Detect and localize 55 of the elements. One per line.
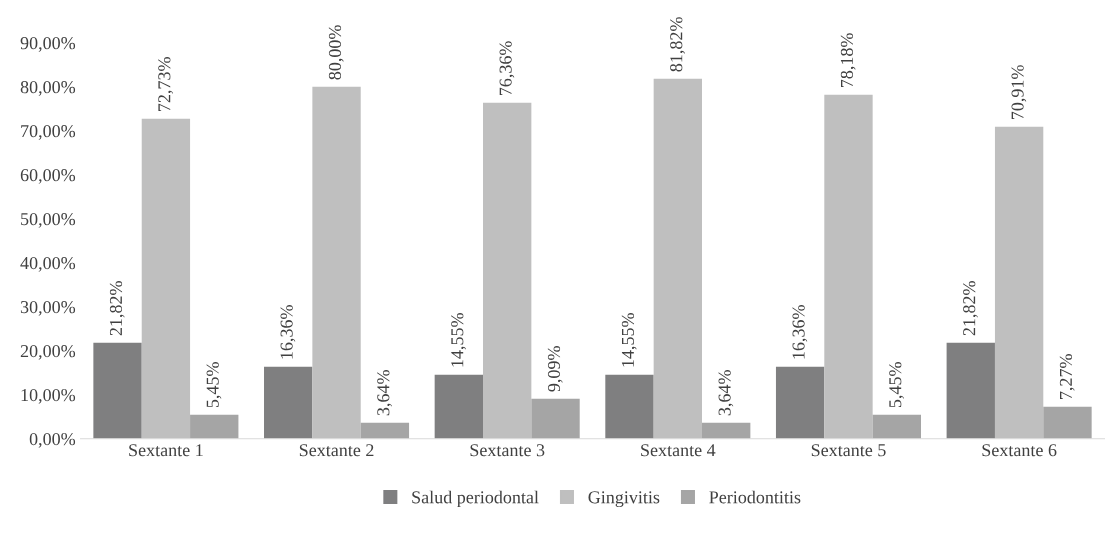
data-label: 81,82% <box>670 17 685 72</box>
bar <box>994 126 1044 439</box>
data-label: 9,09% <box>547 346 563 392</box>
legend-label: Gingivitis <box>588 491 660 508</box>
data-label: 14,55% <box>621 313 637 367</box>
x-tick-label: Sextante 4 <box>641 444 716 457</box>
y-tick-label: 90,00% <box>20 37 76 52</box>
data-label: 70,91% <box>1011 65 1027 119</box>
x-tick-label: Sextante 2 <box>299 444 374 457</box>
bar <box>141 118 191 439</box>
data-label: 5,45% <box>206 362 222 408</box>
bar <box>360 422 410 439</box>
data-label: 72,73% <box>158 57 174 111</box>
data-label: 78,18% <box>840 33 856 88</box>
data-label: 21,82% <box>963 281 978 336</box>
bar <box>946 342 995 439</box>
y-tick-label: 80,00% <box>20 81 76 96</box>
bar <box>312 86 361 439</box>
bar <box>434 374 484 439</box>
x-tick-label: Sextante 3 <box>470 444 545 457</box>
bar <box>190 414 239 439</box>
legend-label: Salud periodontal <box>412 490 539 508</box>
data-label: 76,36% <box>499 41 515 96</box>
bar <box>93 342 142 439</box>
bar <box>605 374 654 439</box>
y-tick-label: 20,00% <box>20 344 76 360</box>
data-label: 14,55% <box>451 313 466 367</box>
bar <box>775 366 825 439</box>
data-label: 21,82% <box>109 281 125 336</box>
data-label: 5,45% <box>889 362 904 408</box>
y-tick-label: 50,00% <box>21 213 76 228</box>
bar <box>872 414 922 439</box>
bar <box>1043 406 1092 439</box>
y-tick-label: 30,00% <box>20 300 76 316</box>
data-label: 16,36% <box>280 305 296 359</box>
bar <box>702 422 751 439</box>
y-tick-label: 70,00% <box>21 125 76 140</box>
bar <box>531 398 580 439</box>
y-tick-label: 40,00% <box>20 257 76 272</box>
x-tick-label: Sextante 1 <box>129 444 203 457</box>
bar <box>824 94 873 439</box>
data-label: 3,64% <box>718 370 734 416</box>
x-tick-label: Sextante 5 <box>811 444 886 457</box>
y-tick-label: 0,00% <box>29 432 76 448</box>
data-label: 3,64% <box>377 370 393 416</box>
bar <box>653 78 703 439</box>
bar <box>483 102 532 439</box>
data-label: 7,27% <box>1059 354 1075 399</box>
data-label: 16,36% <box>792 305 808 359</box>
y-tick-label: 10,00% <box>21 388 76 404</box>
legend-label: Periodontitis <box>709 490 801 504</box>
bar <box>264 366 313 439</box>
x-tick-label: Sextante 6 <box>982 444 1057 457</box>
y-tick-label: 60,00% <box>20 169 76 184</box>
data-label: 80,00% <box>328 25 344 80</box>
